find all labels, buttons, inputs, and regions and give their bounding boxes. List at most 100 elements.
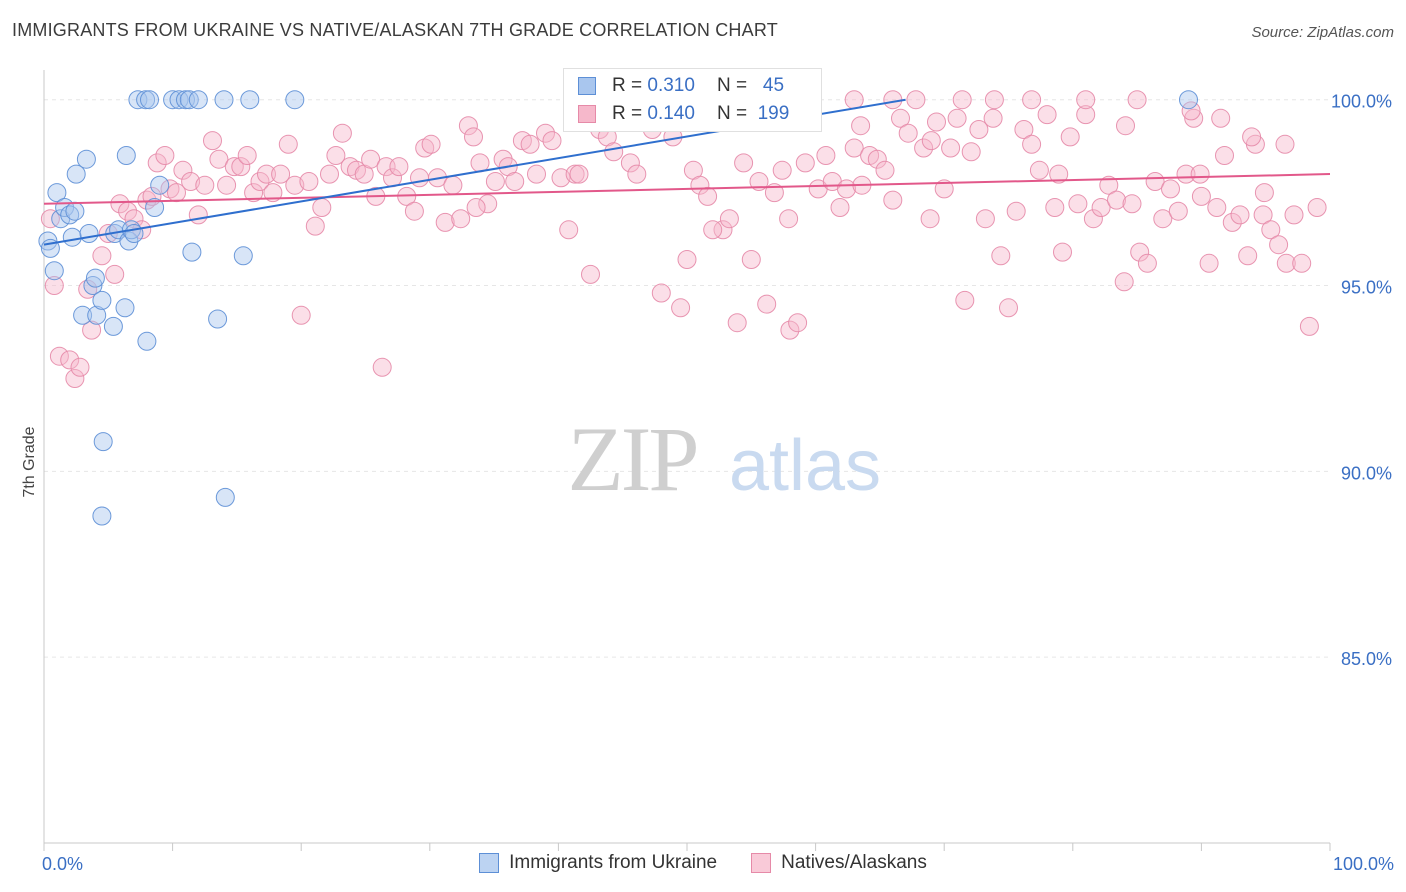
- natives-alaskans-point: [1083, 209, 1103, 229]
- n-value: 199: [757, 103, 790, 124]
- natives-alaskans-point: [231, 157, 251, 177]
- r-value: 0.310: [647, 75, 695, 96]
- natives-alaskans-point: [466, 198, 486, 217]
- ukraine-point: [169, 90, 189, 110]
- natives-alaskans-point: [404, 201, 424, 221]
- natives-alaskans-point: [224, 157, 244, 177]
- ukraine-point: [140, 90, 159, 110]
- ukraine-point: [65, 201, 85, 221]
- natives-alaskans-point: [875, 160, 895, 180]
- natives-alaskans-point: [975, 209, 995, 229]
- natives-alaskans-point: [312, 198, 332, 217]
- natives-alaskans-point: [458, 116, 478, 136]
- legend-swatch-blue: [578, 77, 596, 95]
- natives-alaskans-point: [991, 246, 1011, 266]
- natives-alaskans-point: [291, 305, 311, 325]
- natives-alaskans-point: [1275, 134, 1295, 154]
- n-label: N =: [716, 75, 748, 96]
- natives-alaskans-point: [551, 168, 571, 188]
- natives-alaskans-point: [1191, 186, 1211, 206]
- ukraine-point: [66, 164, 86, 184]
- natives-alaskans-point: [883, 90, 903, 110]
- natives-alaskans-point: [867, 149, 887, 169]
- series-legend: Immigrants from Ukraine Natives/Alaskans: [0, 852, 1406, 874]
- natives-alaskans-point: [415, 138, 435, 158]
- natives-alaskans-points: [40, 90, 1327, 388]
- natives-alaskans-point: [542, 131, 562, 151]
- natives-alaskans-point: [160, 179, 180, 199]
- natives-alaskans-point: [581, 264, 600, 284]
- legend-item-natives: Natives/Alaskans: [751, 852, 927, 874]
- natives-alaskans-point: [1127, 90, 1147, 110]
- natives-alaskans-point: [830, 198, 850, 217]
- natives-alaskans-point: [780, 320, 800, 340]
- ukraine-point: [115, 298, 135, 318]
- natives-alaskans-point: [278, 134, 298, 154]
- r-label: R =: [612, 103, 643, 124]
- n-value: 45: [762, 75, 785, 96]
- natives-alaskans-point: [713, 220, 733, 240]
- natives-alaskans-point: [82, 320, 102, 340]
- natives-alaskans-point: [1068, 194, 1088, 214]
- ukraine-point: [137, 331, 157, 351]
- natives-alaskans-point: [44, 276, 64, 295]
- natives-alaskans-point: [1276, 253, 1296, 273]
- watermark: ZIP atlas: [568, 408, 882, 510]
- natives-alaskans-point: [478, 194, 498, 214]
- ukraine-point: [79, 224, 99, 243]
- natives-alaskans-point: [651, 283, 671, 303]
- natives-alaskans-point: [764, 183, 784, 203]
- natives-alaskans-point: [1199, 253, 1219, 273]
- ukraine-point: [208, 309, 228, 329]
- ukraine-point: [128, 90, 148, 110]
- natives-alaskans-point: [999, 298, 1018, 318]
- ukraine-point: [145, 198, 165, 217]
- natives-alaskans-point: [410, 168, 429, 188]
- natives-alaskans-point: [906, 90, 926, 110]
- natives-alaskans-trend-line: [43, 173, 1331, 205]
- ukraine-point: [285, 90, 305, 110]
- natives-alaskans-point: [941, 138, 961, 158]
- natives-alaskans-point: [1184, 108, 1204, 128]
- natives-alaskans-point: [1122, 194, 1142, 214]
- natives-alaskans-point: [1014, 120, 1034, 139]
- natives-alaskans-point: [536, 123, 555, 143]
- legend-swatch-pink: [578, 105, 596, 123]
- natives-alaskans-point: [1299, 316, 1319, 336]
- natives-alaskans-point: [1176, 164, 1196, 184]
- natives-alaskans-point: [1238, 246, 1258, 266]
- ukraine-points: [38, 90, 1198, 526]
- natives-alaskans-point: [1114, 272, 1134, 292]
- natives-alaskans-point: [464, 127, 483, 147]
- natives-alaskans-point: [1107, 190, 1126, 210]
- natives-alaskans-point: [1153, 209, 1173, 229]
- legend-label-natives: Natives/Alaskans: [781, 852, 927, 873]
- y-axis-label: 7th Grade: [21, 426, 38, 497]
- y-tick-label: 90.0%: [1341, 463, 1392, 483]
- natives-alaskans-point: [155, 146, 175, 165]
- natives-alaskans-point: [65, 369, 85, 388]
- natives-alaskans-point: [40, 209, 60, 229]
- ukraine-point: [87, 305, 107, 325]
- legend-swatch-blue: [479, 853, 500, 873]
- ukraine-point: [240, 90, 260, 110]
- natives-alaskans-point: [1261, 220, 1281, 240]
- ukraine-point: [83, 276, 103, 295]
- natives-alaskans-point: [217, 175, 237, 195]
- natives-alaskans-point: [209, 149, 229, 169]
- natives-alaskans-point: [1168, 201, 1188, 221]
- ukraine-point: [233, 246, 253, 266]
- natives-alaskans-point: [1284, 205, 1304, 225]
- natives-alaskans-point: [734, 153, 754, 173]
- ukraine-point: [93, 432, 113, 452]
- natives-alaskans-point: [1076, 90, 1096, 110]
- natives-alaskans-point: [320, 164, 339, 184]
- natives-alaskans-point: [361, 149, 381, 169]
- natives-alaskans-point: [1230, 205, 1250, 225]
- natives-alaskans-point: [749, 172, 769, 191]
- natives-alaskans-point: [451, 209, 471, 229]
- natives-alaskans-point: [188, 205, 208, 225]
- natives-alaskans-point: [372, 357, 392, 377]
- legend-row-ukraine: R = 0.310 N = 45: [578, 73, 784, 99]
- natives-alaskans-point: [237, 146, 257, 165]
